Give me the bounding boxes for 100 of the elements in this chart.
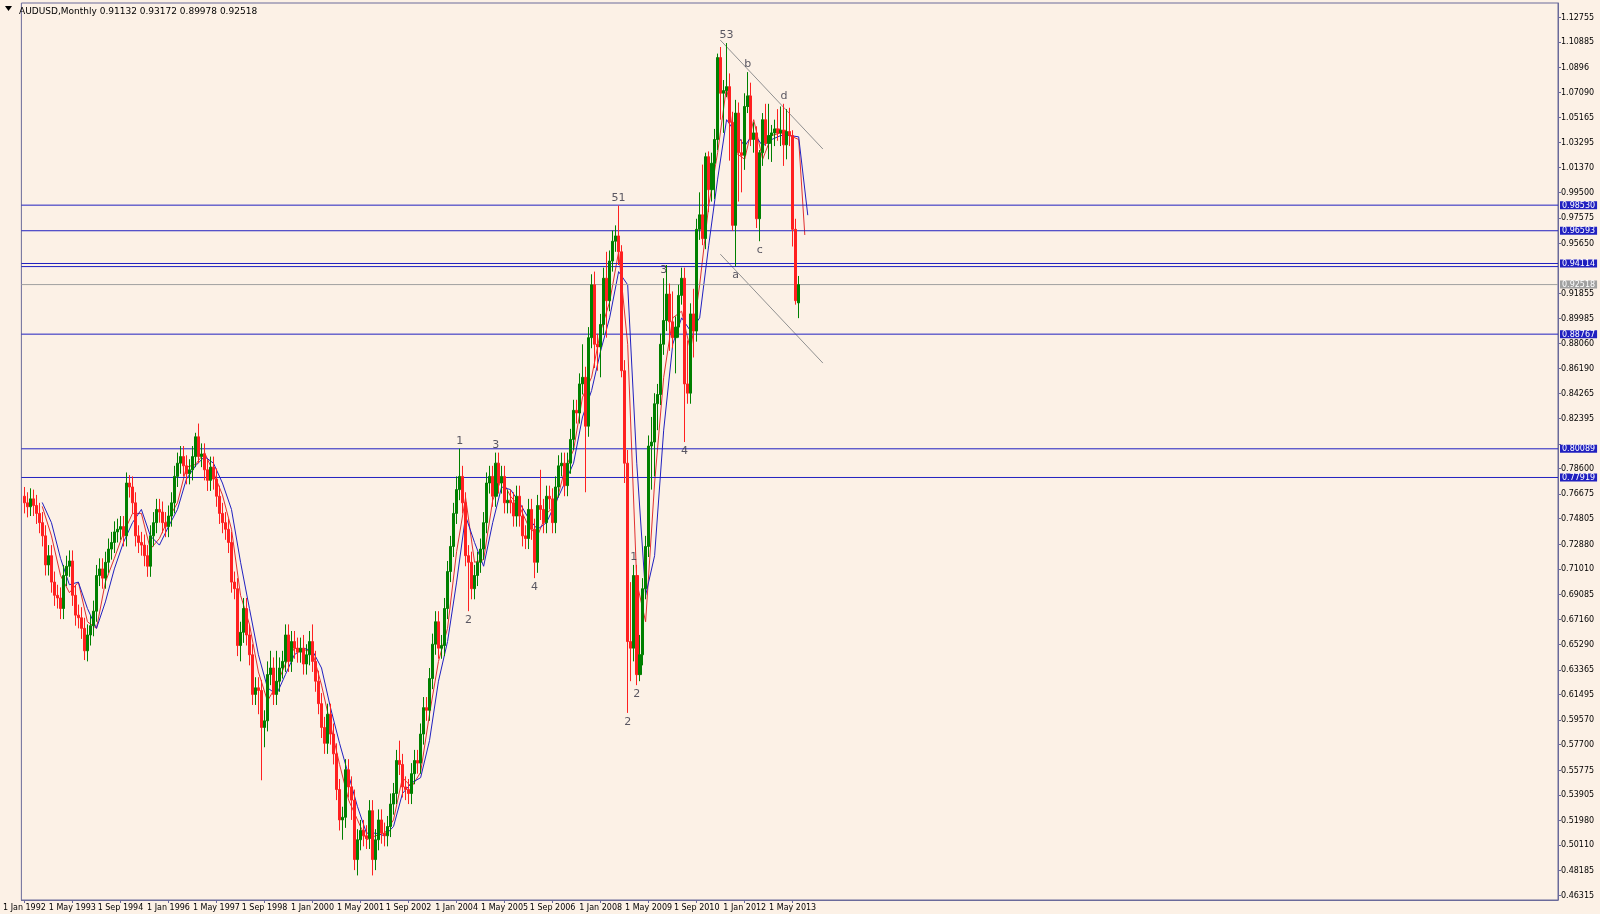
x-tick-label: 1 May 1993 [48, 902, 96, 912]
x-tick-label: 1 Sep 2010 [673, 902, 720, 912]
ref-line-label: 0.77919 [1562, 472, 1596, 482]
candlestick [362, 819, 365, 847]
chart-title: AUDUSD,Monthly 0.91132 0.93172 0.89978 0.92518 [19, 5, 258, 16]
y-tick-label: 1.07090 [1561, 87, 1595, 97]
x-tick-label: 1 Sep 2002 [385, 902, 432, 912]
candlestick [545, 485, 548, 534]
y-tick-label: 1.10885 [1561, 37, 1595, 47]
y-tick-label: 0.76675 [1561, 489, 1595, 499]
y-tick-label: 0.78600 [1561, 463, 1595, 473]
candlestick [425, 696, 428, 722]
candlestick [293, 630, 296, 660]
candlestick [704, 152, 707, 250]
candlestick [515, 485, 518, 528]
candlestick [785, 108, 788, 160]
candlestick [782, 103, 786, 167]
candlestick [47, 544, 50, 576]
candlestick [692, 288, 695, 358]
candlestick [755, 125, 758, 229]
y-tick-label: 0.82395 [1561, 413, 1595, 423]
y-tick-label: 0.84265 [1561, 389, 1595, 399]
candlestick [299, 637, 302, 664]
candlestick [503, 465, 506, 514]
x-tick-label: 1 Sep 2006 [529, 902, 576, 912]
annotation: d [780, 88, 788, 102]
candlestick [125, 471, 128, 547]
ref-line-label: 0.96593 [1562, 226, 1596, 236]
candlestick [752, 121, 755, 154]
y-tick-label: 0.50110 [1561, 840, 1595, 850]
candlestick [407, 778, 410, 805]
candlestick [635, 564, 639, 686]
y-tick-label: 0.71010 [1561, 564, 1595, 574]
candlestick [302, 634, 305, 676]
candlestick [497, 452, 500, 495]
x-tick-label: 1 Sep 1994 [97, 902, 144, 912]
candlestick [536, 494, 539, 574]
candlestick [254, 676, 257, 706]
y-tick-label: 0.97575 [1561, 213, 1595, 223]
candlestick [209, 456, 212, 492]
y-tick-label: 0.65290 [1561, 639, 1595, 649]
y-tick-label: 1.05165 [1561, 112, 1595, 122]
candlestick [512, 491, 515, 528]
candlestick [668, 283, 671, 352]
candlestick [506, 489, 509, 514]
candlestick [275, 650, 278, 706]
x-tick-label: 1 Jan 2008 [579, 902, 623, 912]
candlestick [197, 423, 200, 464]
candlestick [122, 515, 125, 547]
candlestick [119, 515, 122, 541]
y-tick-label: 1.0896 [1561, 62, 1589, 72]
candlestick [26, 491, 29, 518]
candlestick [287, 623, 290, 673]
candlestick [689, 302, 692, 405]
annotation: 3 [492, 437, 500, 451]
y-tick-label: 0.86190 [1561, 363, 1595, 373]
y-tick-label: 0.74805 [1561, 514, 1595, 524]
y-tick-label: 0.46315 [1561, 890, 1595, 900]
candlestick [593, 271, 596, 369]
y-tick-label: 0.67160 [1561, 615, 1595, 625]
y-tick-label: 1.03295 [1561, 137, 1595, 147]
annotation: 1 [456, 433, 464, 447]
candlestick [380, 808, 383, 845]
x-tick-label: 1 Jan 2004 [435, 902, 479, 912]
y-tick-label: 0.72880 [1561, 539, 1595, 549]
candlestick [632, 564, 635, 662]
ref-line-label: 0.98530 [1562, 200, 1596, 210]
y-tick-label: 0.51980 [1561, 815, 1595, 825]
candlestick [494, 452, 498, 508]
x-tick-label: 1 May 2001 [336, 902, 385, 912]
candlestick [491, 465, 494, 508]
candlestick [737, 101, 740, 203]
annotation: 51 [611, 190, 626, 204]
candlestick [776, 108, 780, 142]
y-tick-label: 0.91855 [1561, 288, 1595, 298]
candlestick [371, 799, 374, 876]
y-tick-label: 0.95650 [1561, 238, 1595, 248]
candlestick [734, 99, 737, 267]
annotation: a [732, 268, 740, 282]
candlestick [707, 150, 710, 213]
candlestick [272, 656, 275, 706]
candlestick [368, 799, 371, 850]
ref-line-label: 0.94114 [1562, 259, 1596, 268]
candlestick [200, 442, 203, 468]
candlestick [101, 557, 104, 590]
candlestick [437, 610, 440, 660]
candlestick [719, 46, 722, 121]
candlestick [683, 267, 686, 443]
y-tick-label: 0.69085 [1561, 589, 1595, 599]
y-tick-label: 0.61495 [1561, 689, 1595, 699]
annotation: 4 [531, 580, 538, 594]
y-tick-label: 0.63365 [1561, 665, 1595, 675]
annotation: 2 [633, 687, 641, 701]
candlestick [779, 105, 783, 147]
candlestick [260, 679, 263, 781]
y-tick-label: 0.88060 [1561, 338, 1595, 348]
x-tick-label: 1 Jan 2000 [291, 902, 334, 912]
annotation: b [744, 57, 752, 71]
x-tick-label: 1 May 2005 [480, 902, 529, 912]
y-tick-label: 0.57700 [1561, 740, 1595, 750]
